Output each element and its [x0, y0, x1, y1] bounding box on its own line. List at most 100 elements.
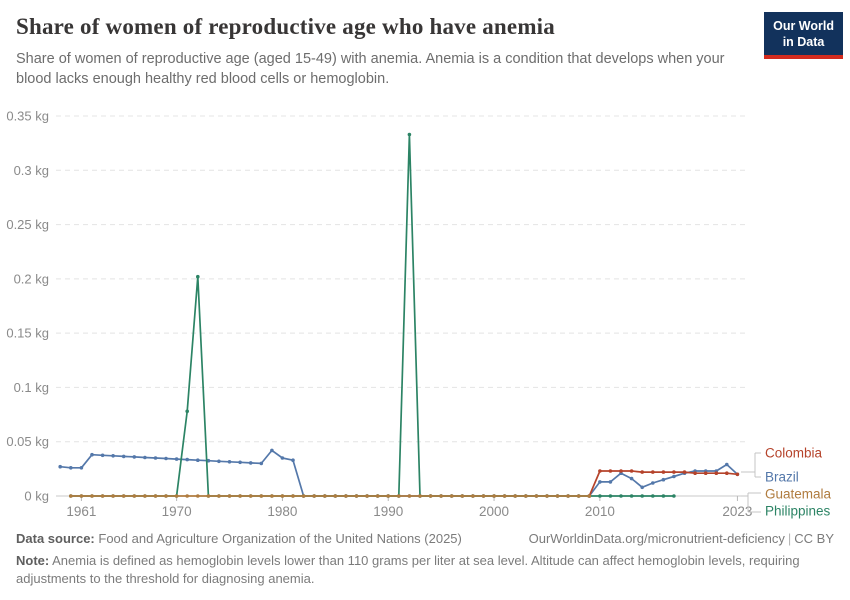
- series-dot-philippines: [651, 494, 655, 498]
- legend-label-guatemala[interactable]: Guatemala: [765, 487, 832, 502]
- series-dot-colombia: [672, 470, 676, 474]
- series-dot-philippines: [672, 494, 676, 498]
- series-dot-guatemala: [545, 494, 549, 498]
- series-dot-brazil: [238, 460, 242, 465]
- series-line-colombia[interactable]: [588, 470, 739, 497]
- series-dot-brazil: [100, 453, 105, 458]
- series-dot-guatemala: [492, 494, 496, 498]
- series-dot-guatemala: [312, 494, 317, 498]
- series-dot-brazil: [79, 466, 84, 470]
- series-dot-guatemala: [481, 494, 486, 498]
- attribution: OurWorldinData.org/micronutrient-deficie…: [529, 531, 834, 546]
- series-dot-colombia: [714, 471, 719, 476]
- series-dot-guatemala: [111, 494, 115, 498]
- series-dot-guatemala: [270, 494, 274, 498]
- series-dot-guatemala: [333, 494, 338, 498]
- series-dot-guatemala: [132, 494, 137, 498]
- series-dot-philippines: [619, 494, 623, 498]
- legend-label-brazil[interactable]: Brazil: [765, 470, 799, 485]
- series-dot-colombia: [629, 469, 634, 473]
- series-dot-guatemala: [449, 494, 454, 498]
- series-dot-guatemala: [238, 494, 242, 498]
- x-tick-label: 1980: [267, 504, 297, 519]
- series-dot-brazil: [672, 474, 676, 479]
- series-dot-brazil: [629, 476, 634, 481]
- note-text: Anemia is defined as hemoglobin levels l…: [16, 553, 800, 587]
- y-tick-label: 0.15 kg: [6, 326, 49, 341]
- series-dot-philippines: [598, 494, 602, 498]
- series-dot-brazil: [217, 459, 221, 464]
- series-dot-brazil: [725, 462, 729, 467]
- series-dot-guatemala: [587, 494, 592, 498]
- source-row: Data source: Food and Agriculture Organi…: [16, 531, 834, 546]
- series-dot-brazil: [248, 461, 253, 465]
- series-dot-guatemala: [460, 494, 465, 498]
- series-dot-colombia: [619, 469, 623, 473]
- series-dot-brazil: [640, 485, 644, 490]
- series-dot-guatemala: [69, 494, 73, 498]
- chart-subtitle: Share of women of reproductive age (aged…: [16, 51, 725, 87]
- series-dot-guatemala: [164, 494, 168, 498]
- series-dot-philippines: [640, 494, 644, 498]
- series-dot-brazil: [69, 466, 73, 470]
- chart-footer: Data source: Food and Agriculture Organi…: [16, 531, 834, 588]
- series-dot-guatemala: [534, 494, 539, 498]
- x-tick-label: 2000: [479, 504, 509, 519]
- data-source-text: Food and Agriculture Organization of the…: [98, 531, 462, 546]
- series-dot-brazil: [121, 454, 126, 459]
- series-dot-guatemala: [185, 494, 189, 498]
- series-dot-colombia: [608, 469, 613, 473]
- legend-label-colombia[interactable]: Colombia: [765, 446, 823, 461]
- series-dot-brazil: [153, 456, 158, 460]
- y-tick-label: 0.3 kg: [14, 163, 49, 178]
- series-dot-guatemala: [206, 494, 211, 498]
- series-dot-brazil: [90, 452, 94, 457]
- owid-logo[interactable]: Our World in Data: [764, 12, 843, 59]
- series-dot-brazil: [111, 454, 115, 458]
- x-tick-label: 2010: [585, 504, 615, 519]
- series-dot-brazil: [661, 477, 666, 482]
- legend-connector: [741, 492, 761, 513]
- series-dot-colombia: [640, 470, 644, 474]
- series-dot-guatemala: [513, 494, 517, 498]
- x-tick-label: 1990: [373, 504, 403, 519]
- series-dot-guatemala: [323, 494, 327, 498]
- series-dot-brazil: [608, 480, 613, 484]
- series-dot-guatemala: [259, 494, 264, 498]
- owid-logo-line2: in Data: [782, 35, 825, 50]
- license-label[interactable]: CC BY: [794, 531, 834, 546]
- series-dot-philippines: [629, 494, 634, 498]
- series-dot-guatemala: [344, 494, 348, 498]
- series-dot-guatemala: [291, 494, 295, 498]
- series-dot-guatemala: [143, 494, 147, 498]
- legend-label-philippines[interactable]: Philippines: [765, 504, 831, 519]
- series-dot-brazil: [196, 458, 200, 463]
- series-dot-guatemala: [375, 494, 380, 498]
- series-dot-brazil: [598, 480, 602, 484]
- series-dot-guatemala: [566, 494, 570, 498]
- owid-link[interactable]: OurWorldinData.org/micronutrient-deficie…: [528, 531, 785, 546]
- series-dot-philippines: [407, 132, 412, 137]
- series-dot-guatemala: [174, 494, 179, 498]
- y-tick-label: 0.05 kg: [6, 434, 49, 449]
- series-dot-guatemala: [227, 494, 232, 498]
- series-dot-brazil: [132, 455, 137, 459]
- series-dot-guatemala: [524, 494, 528, 498]
- data-source: Data source: Food and Agriculture Organi…: [16, 531, 462, 546]
- series-dot-philippines: [185, 409, 189, 414]
- x-tick-label: 2023: [722, 504, 752, 519]
- series-dot-brazil: [164, 456, 168, 461]
- series-dot-guatemala: [502, 494, 507, 498]
- owid-logo-line1: Our World: [773, 19, 834, 33]
- series-dot-guatemala: [354, 494, 359, 498]
- series-dot-guatemala: [439, 494, 443, 498]
- series-dot-colombia: [682, 470, 687, 474]
- series-dot-guatemala: [280, 494, 285, 498]
- legend-connector: [741, 452, 761, 478]
- series-dot-guatemala: [397, 494, 401, 498]
- data-source-label: Data source:: [16, 531, 95, 546]
- series-dot-brazil: [185, 457, 189, 462]
- series-dot-guatemala: [90, 494, 94, 498]
